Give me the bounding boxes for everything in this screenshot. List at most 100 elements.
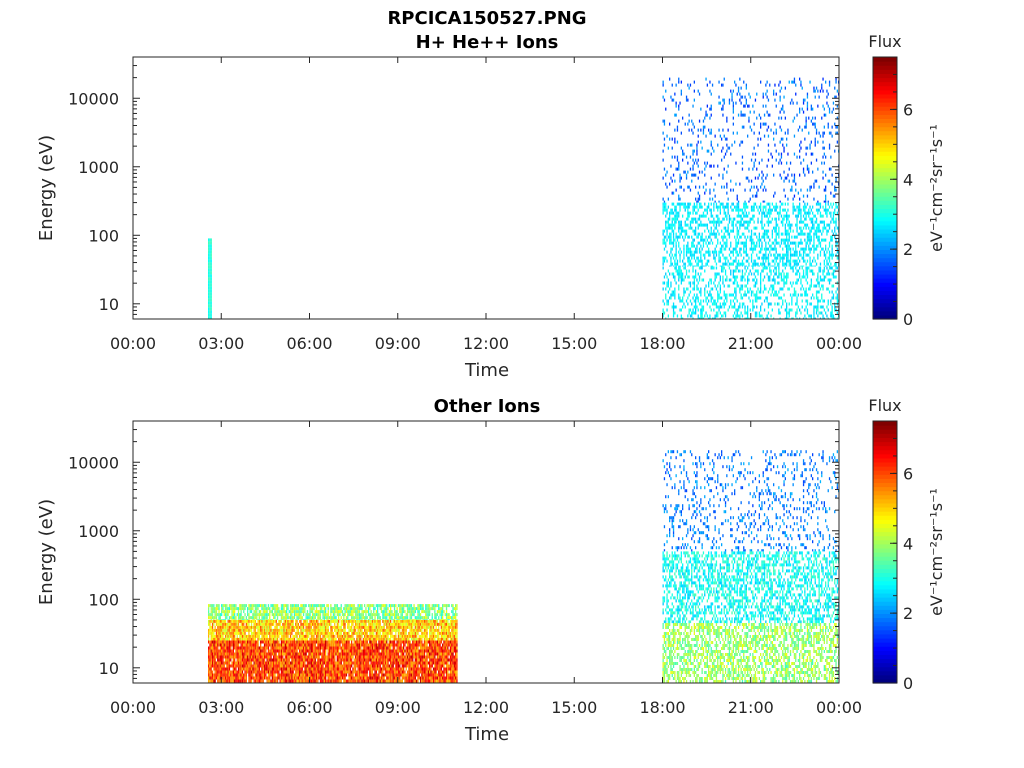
flux-cell	[252, 640, 254, 644]
flux-cell	[354, 667, 357, 671]
flux-cell	[800, 220, 802, 224]
flux-cell	[235, 670, 237, 674]
flux-cell	[788, 244, 790, 248]
flux-cell	[665, 226, 667, 230]
flux-cell	[267, 664, 270, 668]
flux-cell	[834, 226, 836, 230]
flux-cell	[211, 655, 214, 659]
flux-cell	[250, 661, 253, 665]
flux-cell	[674, 208, 676, 212]
flux-cell	[799, 143, 801, 147]
flux-cell	[305, 643, 307, 647]
flux-cell	[789, 250, 792, 254]
flux-cell	[291, 679, 293, 683]
flux-cell	[736, 208, 738, 212]
flux-cell	[715, 214, 718, 218]
flux-cell	[717, 299, 719, 303]
flux-cell	[754, 299, 757, 303]
flux-cell	[245, 655, 247, 659]
flux-cell	[828, 143, 831, 147]
flux-cell	[775, 290, 777, 294]
flux-cell	[335, 646, 337, 650]
flux-cell	[709, 253, 711, 257]
flux-cell	[724, 241, 727, 245]
flux-cell	[312, 664, 314, 668]
flux-cell	[834, 262, 836, 266]
flux-cell	[800, 247, 802, 251]
flux-cell	[688, 235, 690, 239]
flux-cell	[812, 220, 814, 224]
flux-cell	[741, 302, 744, 306]
flux-cell	[240, 652, 242, 656]
flux-cell	[241, 664, 244, 668]
flux-cell	[214, 646, 216, 650]
flux-cell	[687, 250, 689, 254]
flux-cell	[665, 235, 667, 239]
flux-cell	[766, 232, 768, 236]
flux-cell	[318, 673, 320, 677]
flux-cell	[705, 311, 707, 315]
flux-cell	[214, 658, 216, 662]
flux-cell	[696, 211, 698, 215]
flux-cell	[679, 259, 681, 263]
flux-cell	[809, 146, 811, 150]
flux-cell	[760, 125, 762, 129]
flux-cell	[683, 290, 685, 294]
flux-cell	[748, 223, 750, 227]
flux-cell	[775, 149, 777, 153]
flux-cell	[301, 664, 303, 668]
flux-cell	[230, 652, 232, 656]
flux-cell	[244, 643, 246, 647]
flux-cell	[765, 176, 767, 180]
flux-cell	[269, 679, 271, 683]
flux-cell	[322, 670, 324, 674]
flux-cell	[767, 149, 770, 153]
flux-cell	[752, 290, 754, 294]
flux-cell	[257, 640, 259, 644]
flux-cell	[341, 655, 344, 659]
flux-cell	[799, 125, 801, 129]
flux-cell	[684, 235, 686, 239]
flux-cell	[366, 643, 368, 647]
flux-cell	[763, 284, 766, 288]
flux-cell	[727, 284, 729, 288]
flux-cell	[827, 200, 829, 203]
flux-cell	[679, 173, 681, 177]
flux-cell	[222, 670, 224, 674]
flux-cell	[710, 281, 712, 285]
flux-cell	[279, 655, 281, 659]
flux-cell	[821, 278, 823, 282]
flux-cell	[665, 272, 667, 276]
flux-cell	[687, 122, 689, 126]
flux-cell	[226, 667, 228, 671]
flux-cell	[247, 640, 249, 644]
flux-cell	[217, 655, 219, 659]
flux-cell	[683, 205, 685, 209]
flux-cell	[304, 673, 306, 677]
flux-cell	[775, 238, 777, 242]
flux-cell	[210, 655, 212, 659]
flux-cell	[709, 293, 711, 297]
flux-cell	[360, 643, 362, 647]
x-axis: 00:00 03:00 06:00 09:00 12:00 15:00 18:00 21:00…	[110, 57, 862, 353]
flux-cell	[741, 95, 744, 99]
flux-cell	[723, 77, 725, 81]
flux-cell	[744, 305, 746, 309]
flux-cell	[809, 269, 811, 273]
flux-cell	[358, 655, 361, 659]
flux-cell	[210, 277, 212, 281]
flux-cell	[796, 113, 798, 117]
flux-cell	[325, 643, 327, 647]
x-tick-label: 15:00	[551, 334, 597, 353]
flux-cell	[339, 643, 341, 647]
flux-cell	[340, 667, 342, 671]
flux-cell	[773, 265, 775, 267]
flux-cell	[757, 256, 759, 260]
flux-cell	[283, 673, 285, 677]
flux-cell	[700, 308, 702, 312]
flux-cell	[709, 164, 711, 168]
flux-cell	[349, 655, 351, 659]
flux-cell	[351, 676, 353, 680]
flux-cell	[691, 217, 693, 221]
flux-cell	[814, 122, 816, 126]
